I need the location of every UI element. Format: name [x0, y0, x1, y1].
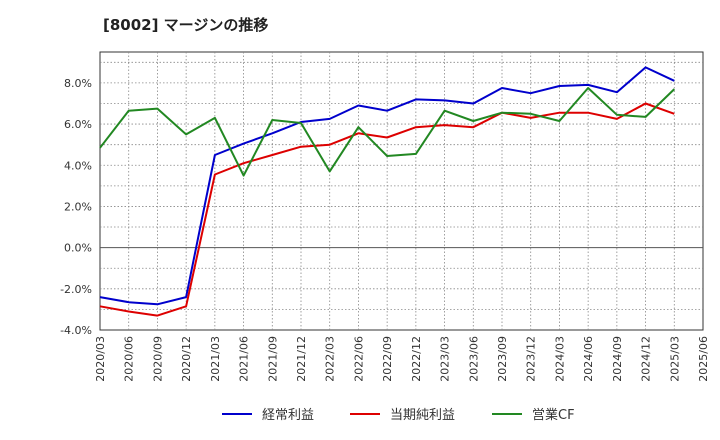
- y-tick-label: -4.0%: [60, 324, 92, 337]
- x-tick-label: 2020/06: [123, 336, 136, 382]
- y-tick-label: 8.0%: [64, 77, 92, 90]
- y-tick-label: 2.0%: [64, 200, 92, 213]
- x-tick-label: 2023/03: [439, 336, 452, 382]
- legend-label-0: 経常利益: [262, 408, 314, 423]
- x-tick-label: 2025/06: [697, 336, 710, 382]
- series-line-2: [99, 87, 675, 177]
- legend-label-2: 営業CF: [532, 407, 575, 423]
- x-tick-label: 2024/09: [611, 336, 624, 382]
- x-tick-label: 2022/06: [352, 336, 365, 382]
- series-line-1: [99, 102, 675, 317]
- plot-area: [99, 51, 704, 331]
- x-tick-label: 2023/06: [467, 336, 480, 382]
- x-tick-label: 2024/12: [640, 336, 653, 382]
- x-tick-label: 2020/12: [180, 336, 193, 382]
- x-tick-label: 2022/09: [381, 336, 394, 382]
- y-tick-label: 0.0%: [64, 242, 92, 255]
- y-tick-label: 6.0%: [64, 118, 92, 131]
- x-tick-label: 2020/09: [151, 336, 164, 382]
- y-tick-label: -2.0%: [60, 283, 92, 296]
- x-tick-label: 2021/09: [266, 336, 279, 382]
- x-tick-label: 2024/03: [553, 336, 566, 382]
- x-tick-label: 2021/06: [238, 336, 251, 382]
- x-tick-label: 2025/03: [668, 336, 681, 382]
- x-tick-label: 2023/09: [496, 336, 509, 382]
- x-tick-label: 2022/12: [410, 336, 423, 382]
- x-tick-label: 2020/03: [94, 336, 107, 382]
- chart-title: [8002] マージンの推移: [103, 16, 269, 34]
- x-tick-label: 2021/03: [209, 336, 222, 382]
- x-tick-label: 2022/03: [324, 336, 337, 382]
- series-line-0: [99, 66, 675, 306]
- x-tick-label: 2023/12: [525, 336, 538, 382]
- x-tick-label: 2021/12: [295, 336, 308, 382]
- y-tick-label: 4.0%: [64, 159, 92, 172]
- x-tick-label: 2024/06: [582, 336, 595, 382]
- legend-label-1: 当期純利益: [390, 408, 455, 423]
